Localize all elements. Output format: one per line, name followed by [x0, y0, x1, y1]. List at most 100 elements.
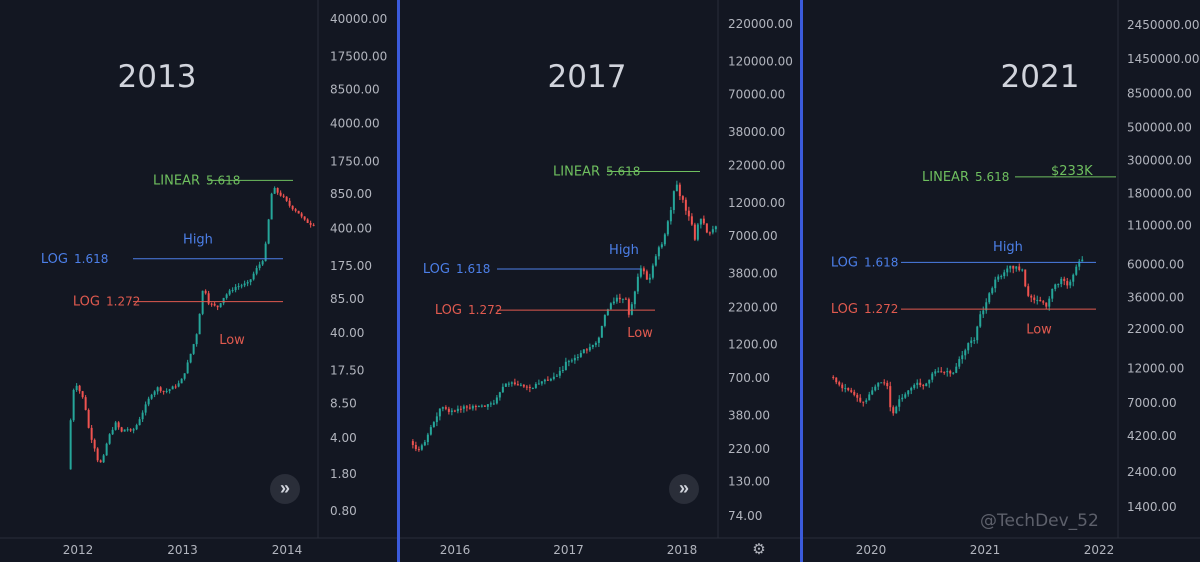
candle-body [639, 268, 642, 277]
candle-body [159, 387, 162, 391]
candle-body [868, 394, 871, 401]
candle-body [450, 410, 453, 412]
candle-body [114, 422, 117, 430]
settings-gear-icon[interactable]: ⚙ [752, 541, 766, 558]
candle-body [663, 234, 666, 245]
candle-body [871, 390, 874, 395]
candle-body [258, 264, 261, 269]
candle-body [841, 384, 844, 389]
candle-body [273, 188, 276, 194]
candle-body [156, 387, 159, 392]
candle-body [862, 401, 865, 403]
chart-2013-svg[interactable]: 40000.00 17500.00 8500.00 4000.00 1750.00 850… [0, 0, 397, 562]
candle-body [624, 298, 627, 300]
price-tick-label: 180000.00 [1127, 187, 1192, 201]
candle-body [660, 244, 663, 248]
candle-body [126, 429, 129, 431]
candle-body [913, 384, 916, 388]
candle-body [898, 399, 901, 407]
candle-body [477, 406, 480, 408]
candle-body [940, 371, 943, 373]
candle-body [540, 381, 543, 384]
candle-body [138, 419, 141, 426]
candle-body [549, 378, 552, 381]
price-tick-label: 36000.00 [1127, 290, 1184, 304]
candle-body [835, 377, 838, 383]
candle-body [687, 210, 690, 217]
candle-body [594, 342, 597, 345]
candle-body [309, 222, 312, 225]
candle-body [507, 383, 510, 385]
candle-body [546, 379, 549, 381]
scroll-to-realtime-button[interactable]: » [270, 474, 300, 504]
chart-panel-2021: 2450000.00 1450000.00 850000.00 500000.00 30… [803, 0, 1200, 562]
price-tick-label: 8500.00 [330, 82, 380, 96]
candle-body [213, 303, 216, 306]
candle-body [853, 391, 856, 395]
candle-body [87, 409, 90, 428]
candle-body [144, 404, 147, 413]
fib-level-label: LOG [435, 303, 462, 318]
candle-body [994, 279, 997, 289]
candle-body [895, 406, 898, 414]
candle-body [582, 349, 585, 354]
candle-body [1051, 288, 1054, 299]
candle-body [504, 383, 507, 387]
candle-body [916, 382, 919, 385]
candle-body [552, 376, 555, 379]
fib-level-value: 5.618 [206, 173, 240, 187]
candle-body [907, 390, 910, 395]
candle-body [681, 196, 684, 200]
price-tick-label: 1400.00 [1127, 500, 1177, 514]
candle-body [696, 224, 699, 240]
candle-body [180, 378, 183, 384]
candle-body [246, 282, 249, 284]
candle-body [108, 434, 111, 444]
candle-body [117, 422, 120, 428]
candle-body [934, 371, 937, 374]
fib-level-label: LINEAR [922, 170, 969, 185]
fib-level-value: 1.618 [864, 255, 898, 269]
candle-body [93, 439, 96, 449]
candle-body [1072, 274, 1075, 282]
candle-body [165, 390, 168, 392]
price-tick-label: 700.00 [728, 371, 770, 385]
price-target-label: $233K [1051, 164, 1093, 179]
chart-2021-svg[interactable]: 2450000.00 1450000.00 850000.00 500000.00 30… [803, 0, 1200, 562]
candle-body [132, 429, 135, 431]
candle-body [1024, 269, 1027, 287]
candle-body [234, 286, 237, 291]
candle-body [847, 388, 850, 391]
candle-body [850, 390, 853, 392]
candle-body [498, 392, 501, 398]
candle-body [979, 314, 982, 327]
candle-body [456, 408, 459, 412]
candle-body [1081, 259, 1084, 262]
scroll-to-realtime-button[interactable]: » [669, 474, 699, 504]
price-tick-label: 300000.00 [1127, 154, 1192, 168]
candle-body [510, 382, 513, 384]
candle-body [543, 379, 546, 382]
candle-body [714, 226, 717, 230]
candle-body [597, 337, 600, 343]
candle-body [579, 353, 582, 357]
candle-body [192, 344, 195, 354]
time-tick-label: 2018 [667, 543, 698, 557]
candle-body [435, 416, 438, 423]
candle-body [495, 397, 498, 404]
chart-title: 2017 [548, 59, 627, 95]
candle-body [90, 427, 93, 440]
price-tick-label: 2400.00 [1127, 465, 1177, 479]
price-tick-label: 120000.00 [728, 54, 793, 68]
double-chevron-right-icon: » [678, 478, 689, 498]
candle-body [72, 389, 75, 421]
candle-body [633, 291, 636, 305]
candle-body [222, 297, 225, 304]
plot-area [0, 0, 397, 562]
time-tick-label: 2020 [856, 543, 887, 557]
candle-body [522, 384, 525, 387]
price-tick-label: 400.00 [330, 221, 372, 235]
chart-2017-svg[interactable]: 220000.00 120000.00 70000.00 38000.00 22000.… [400, 0, 800, 562]
candle-body [1015, 266, 1018, 269]
candle-body [261, 261, 264, 265]
